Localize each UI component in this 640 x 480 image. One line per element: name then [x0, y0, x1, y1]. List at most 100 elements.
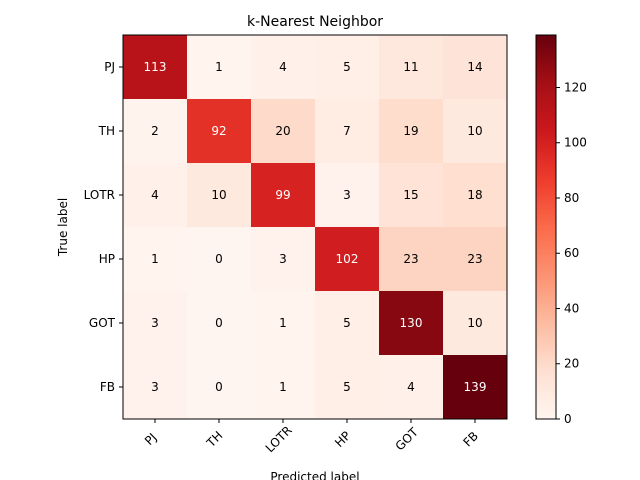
x-tick-label: HP [332, 429, 353, 450]
cell-value-label: 4 [151, 188, 159, 202]
cell-value-label: 0 [215, 316, 223, 330]
cell-value-label: 102 [336, 252, 359, 266]
cell-value-label: 5 [343, 380, 351, 394]
heatmap-cell [123, 163, 188, 228]
cell-value-label: 1 [215, 60, 223, 74]
x-axis-ticks: PJ TH LOTR HP GOT FB [142, 419, 481, 455]
heatmap-cell [251, 163, 316, 228]
y-tick-label: HP [99, 252, 115, 266]
heatmap-cell [187, 227, 252, 292]
x-tick-label: LOTR [263, 423, 295, 455]
heatmap-cell [315, 163, 380, 228]
cell-value-label: 5 [343, 316, 351, 330]
x-axis-title: Predicted label [270, 470, 359, 480]
heatmap-cell [251, 99, 316, 164]
cell-value-label: 10 [211, 188, 226, 202]
colorbar-ticks: 0 20 40 60 80 100 120 [556, 80, 587, 426]
cell-value-label: 4 [407, 380, 415, 394]
heatmap-cell [251, 355, 316, 420]
colorbar-tick-label: 80 [564, 191, 579, 205]
cell-value-label: 99 [275, 188, 290, 202]
colorbar-tick-label: 20 [564, 357, 579, 371]
cell-value-label: 10 [467, 124, 482, 138]
cell-value-label: 4 [279, 60, 287, 74]
heatmap-cell [443, 227, 508, 292]
cell-value-label: 15 [403, 188, 418, 202]
cell-value-label: 1 [279, 380, 287, 394]
cell-value-label: 23 [403, 252, 418, 266]
heatmap-cell [443, 163, 508, 228]
heatmap-cell [315, 291, 380, 356]
cell-value-label: 7 [343, 124, 351, 138]
heatmap-cell [251, 291, 316, 356]
colorbar-tick-label: 0 [564, 412, 572, 426]
heatmap-cell [379, 355, 444, 420]
cell-value-label: 0 [215, 380, 223, 394]
heatmap-cell [123, 355, 188, 420]
heatmap-cell [379, 99, 444, 164]
heatmap-cell [123, 35, 188, 100]
x-tick-label: GOT [393, 425, 422, 454]
heatmap-cell [187, 291, 252, 356]
cell-value-label: 130 [400, 316, 423, 330]
heatmap-cells [123, 35, 508, 420]
heatmap-cell [443, 291, 508, 356]
cell-value-label: 2 [151, 124, 159, 138]
colorbar-tick-label: 100 [564, 136, 587, 150]
cell-value-label: 113 [144, 60, 167, 74]
cell-value-label: 14 [467, 60, 482, 74]
cell-value-label: 139 [464, 380, 487, 394]
cell-value-label: 0 [215, 252, 223, 266]
heatmap-cell [379, 35, 444, 100]
cell-value-label: 18 [467, 188, 482, 202]
x-tick-label: TH [203, 429, 225, 451]
heatmap-cell [443, 99, 508, 164]
y-tick-label: LOTR [84, 188, 115, 202]
heatmap-cell [123, 291, 188, 356]
heatmap-cell [379, 291, 444, 356]
y-tick-label: TH [98, 124, 115, 138]
x-tick-label: FB [460, 429, 481, 450]
cell-value-label: 11 [403, 60, 418, 74]
heatmap-cell [251, 227, 316, 292]
heatmap-cell [315, 227, 380, 292]
x-tick-label: PJ [142, 430, 160, 448]
cell-value-label: 10 [467, 316, 482, 330]
heatmap-cell [123, 99, 188, 164]
cell-value-label: 3 [279, 252, 287, 266]
heatmap-cell [187, 355, 252, 420]
cell-value-label: 5 [343, 60, 351, 74]
colorbar-tick-label: 40 [564, 301, 579, 315]
cell-value-label: 92 [211, 124, 226, 138]
heatmap-cell [187, 35, 252, 100]
heatmap-cell [315, 355, 380, 420]
y-tick-label: GOT [89, 316, 116, 330]
cell-value-label: 3 [151, 380, 159, 394]
cell-value-label: 1 [279, 316, 287, 330]
heatmap-cell-labels: 113 1 4 5 11 142 92 20 7 19 104 10 99 3 15 181 0 3 102 23 23… [144, 60, 487, 394]
heatmap-cell [379, 227, 444, 292]
colorbar [535, 34, 557, 420]
heatmap-cell [187, 99, 252, 164]
heatmap-cell [443, 355, 508, 420]
heatmap-cell [123, 227, 188, 292]
chart-title: k-Nearest Neighbor [247, 14, 383, 30]
y-axis-ticks: PJ TH LOTR HP GOT FB [84, 60, 123, 394]
cell-value-label: 23 [467, 252, 482, 266]
y-axis-title: True label [56, 198, 70, 257]
cell-value-label: 1 [151, 252, 159, 266]
heatmap-cell [443, 35, 508, 100]
cell-value-label: 20 [275, 124, 290, 138]
cell-value-label: 19 [403, 124, 418, 138]
cell-value-label: 3 [151, 316, 159, 330]
cell-value-label: 3 [343, 188, 351, 202]
heatmap-cell [315, 35, 380, 100]
heatmap-cell [315, 99, 380, 164]
heatmap-cell [187, 163, 252, 228]
colorbar-tick-label: 120 [564, 80, 587, 94]
heatmap-cell [251, 35, 316, 100]
plot-frame [122, 34, 508, 420]
y-tick-label: FB [100, 380, 115, 394]
colorbar-tick-label: 60 [564, 246, 579, 260]
